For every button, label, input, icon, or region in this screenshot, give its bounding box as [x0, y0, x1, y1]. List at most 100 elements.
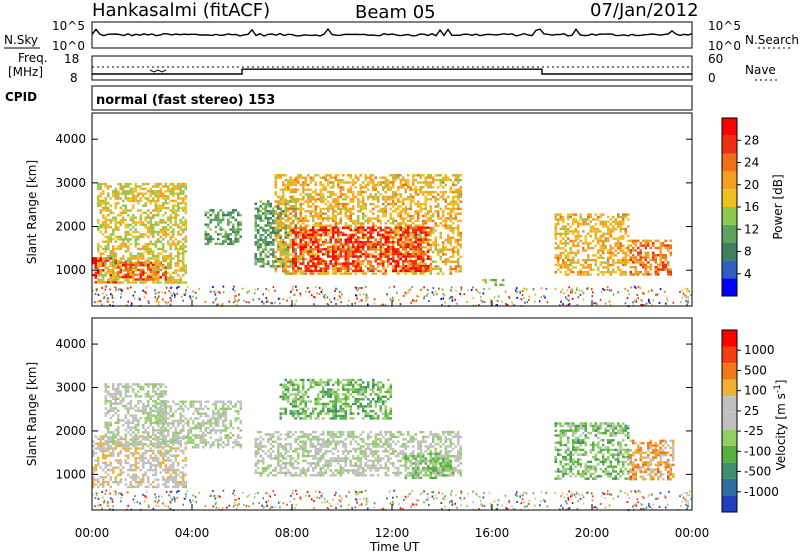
- echo-cell: [272, 207, 275, 210]
- echo-cell: [339, 272, 342, 275]
- echo-cell: [277, 205, 280, 208]
- echo-cell: [374, 245, 377, 249]
- echo-cell: [362, 231, 365, 235]
- echo-cell: [374, 272, 377, 275]
- ground-scatter-cell: [104, 288, 107, 291]
- ground-scatter-cell: [324, 294, 326, 297]
- echo-cell: [394, 233, 397, 237]
- freq-tick-top: 18: [64, 52, 79, 66]
- echo-cell: [439, 267, 442, 271]
- echo-cell: [294, 243, 297, 246]
- echo-cell: [294, 257, 297, 261]
- ground-scatter-cell: [142, 289, 144, 292]
- echo-cell: [597, 218, 600, 221]
- echo-cell: [287, 200, 290, 203]
- echo-cell: [394, 252, 397, 256]
- echo-cell: [457, 188, 460, 191]
- ground-scatter-cell: [323, 295, 325, 298]
- ground-scatter-cell: [253, 292, 256, 295]
- echo-cell: [389, 245, 392, 249]
- echo-cell: [129, 257, 132, 260]
- echo-cell: [304, 248, 307, 251]
- echo-cell: [169, 209, 172, 212]
- echo-cell: [412, 188, 415, 191]
- echo-cell: [429, 219, 432, 223]
- ground-scatter-cell: [96, 301, 99, 304]
- echo-cell: [269, 265, 272, 268]
- echo-cell: [304, 243, 307, 246]
- echo-cell: [457, 229, 460, 232]
- ground-scatter-cell: [576, 287, 578, 289]
- echo-cell: [307, 243, 310, 246]
- echo-cell: [309, 240, 312, 244]
- echo-cell: [99, 211, 102, 215]
- echo-cell: [457, 231, 460, 235]
- echo-cell: [149, 216, 152, 219]
- echo-cell: [99, 199, 102, 203]
- echo-cell: [434, 229, 437, 232]
- echo-cell: [647, 256, 650, 259]
- echo-cell: [167, 187, 170, 191]
- echo-cell: [117, 483, 120, 486]
- echo-cell: [639, 256, 642, 259]
- echo-cell: [267, 233, 270, 237]
- echo-cell: [617, 259, 620, 262]
- ground-scatter-cell: [112, 301, 114, 304]
- echo-cell: [154, 240, 157, 243]
- echo-cell: [309, 176, 312, 179]
- echo-cell: [374, 186, 377, 189]
- echo-cell: [624, 232, 627, 235]
- echo-cell: [274, 260, 277, 263]
- echo-cell: [154, 221, 157, 224]
- echo-cell: [114, 466, 117, 469]
- echo-cell: [602, 235, 605, 238]
- echo-cell: [179, 218, 182, 222]
- echo-cell: [457, 250, 460, 254]
- echo-cell: [107, 437, 110, 441]
- echo-cell: [334, 231, 337, 234]
- echo-cell: [397, 207, 400, 211]
- echo-cell: [214, 213, 217, 217]
- echo-cell: [499, 283, 502, 287]
- echo-cell: [149, 194, 152, 198]
- echo-cell: [174, 245, 177, 248]
- echo-cell: [587, 213, 590, 216]
- echo-cell: [407, 212, 410, 215]
- echo-cell: [169, 238, 172, 241]
- ground-scatter-cell: [396, 291, 398, 294]
- echo-cell: [97, 459, 100, 462]
- echo-cell: [354, 240, 357, 244]
- beam-title: Beam 05: [355, 2, 436, 23]
- echo-cell: [149, 223, 152, 227]
- echo-cell: [377, 198, 380, 201]
- echo-cell: [572, 266, 575, 269]
- echo-cell: [129, 209, 132, 212]
- echo-cell: [432, 176, 435, 179]
- echo-cell: [349, 240, 352, 244]
- echo-cell: [427, 217, 430, 220]
- echo-cell: [334, 240, 337, 244]
- echo-cell: [359, 250, 362, 253]
- echo-cell: [332, 186, 335, 189]
- echo-cell: [389, 186, 392, 189]
- echo-cell: [422, 190, 425, 194]
- echo-cell: [287, 270, 290, 273]
- echo-cell: [119, 437, 122, 441]
- echo-cell: [302, 207, 305, 211]
- echo-cell: [254, 214, 257, 218]
- echo-cell: [419, 231, 422, 234]
- echo-cell: [112, 269, 115, 272]
- echo-cell: [617, 220, 620, 223]
- echo-cell: [399, 214, 402, 218]
- echo-cell: [397, 270, 400, 273]
- echo-cell: [269, 205, 272, 208]
- echo-cell: [392, 229, 395, 232]
- echo-cell: [284, 178, 287, 182]
- echo-cell: [384, 190, 387, 194]
- echo-cell: [129, 483, 132, 486]
- ground-scatter-cell: [480, 296, 482, 298]
- echo-cell: [397, 252, 400, 256]
- ground-scatter-cell: [304, 290, 307, 293]
- echo-cell: [184, 197, 187, 200]
- echo-cell: [134, 228, 137, 231]
